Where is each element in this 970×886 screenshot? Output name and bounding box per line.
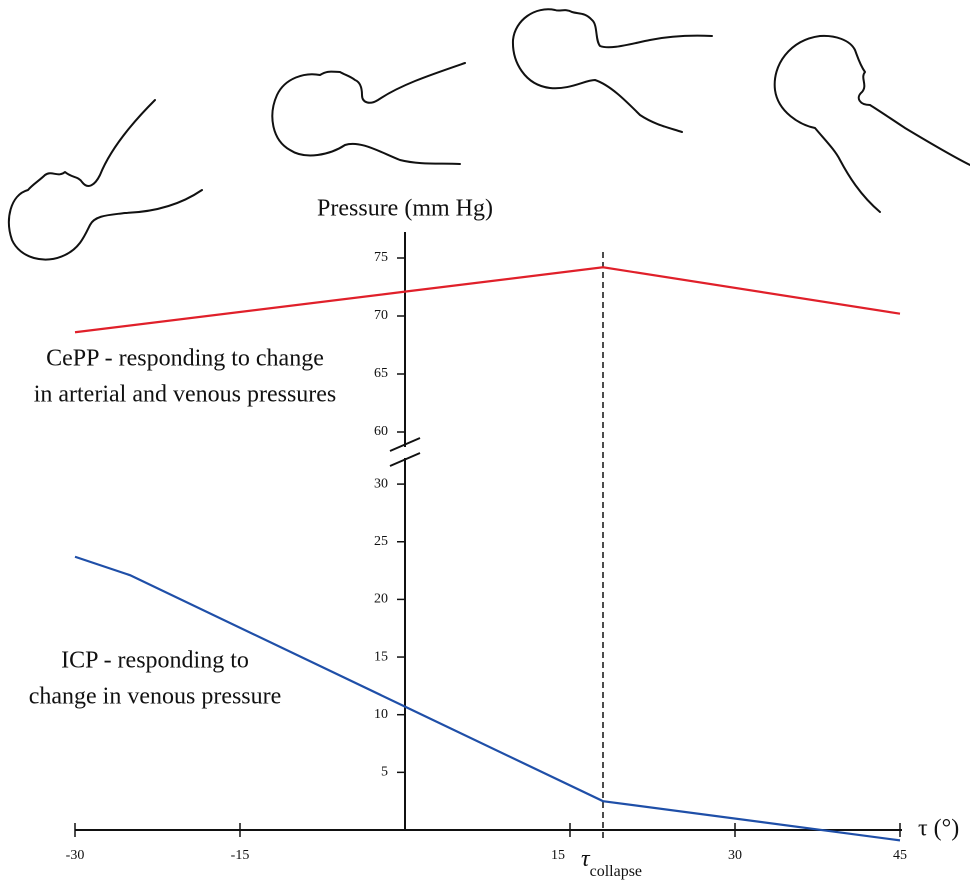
y-tick-label: 15 — [374, 649, 388, 664]
x-tick-label: 45 — [893, 848, 907, 863]
head-1 — [8, 99, 203, 261]
y-tick-label: 10 — [374, 707, 388, 722]
series-annotation: change in venous pressure — [29, 684, 282, 710]
axis-break — [389, 437, 421, 452]
series-line — [74, 555, 901, 842]
y-tick-label: 75 — [374, 250, 388, 265]
series-annotation: in arterial and venous pressures — [34, 382, 337, 408]
y-tick-label: 20 — [374, 592, 388, 607]
y-tick-label: 70 — [374, 308, 388, 323]
y-tick-label: 65 — [374, 366, 388, 381]
y-tick-label: 30 — [374, 476, 388, 491]
axis-break — [389, 452, 421, 467]
x-axis-label: τ (°) — [918, 816, 959, 842]
x-tick-label: -15 — [231, 848, 250, 863]
collapse-symbol: τ — [581, 846, 591, 872]
collapse-label: τcollapse — [581, 846, 642, 880]
head-illustrations — [8, 8, 970, 261]
series-annotation: CePP - responding to change — [46, 346, 324, 372]
head-2 — [271, 62, 466, 165]
head-4 — [773, 34, 970, 213]
y-tick-label: 60 — [374, 424, 388, 439]
collapse-subscript: collapse — [590, 863, 642, 880]
x-tick-label: 15 — [551, 848, 565, 863]
series-line — [74, 266, 901, 334]
y-tick-label: 25 — [374, 534, 388, 549]
y-tick-label: 5 — [381, 765, 388, 780]
series-annotation: ICP - responding to — [61, 648, 249, 674]
head-3 — [511, 8, 713, 133]
x-tick-label: -30 — [66, 848, 85, 863]
y-axis-label: Pressure (mm Hg) — [317, 196, 493, 222]
x-tick-label: 30 — [728, 848, 742, 863]
